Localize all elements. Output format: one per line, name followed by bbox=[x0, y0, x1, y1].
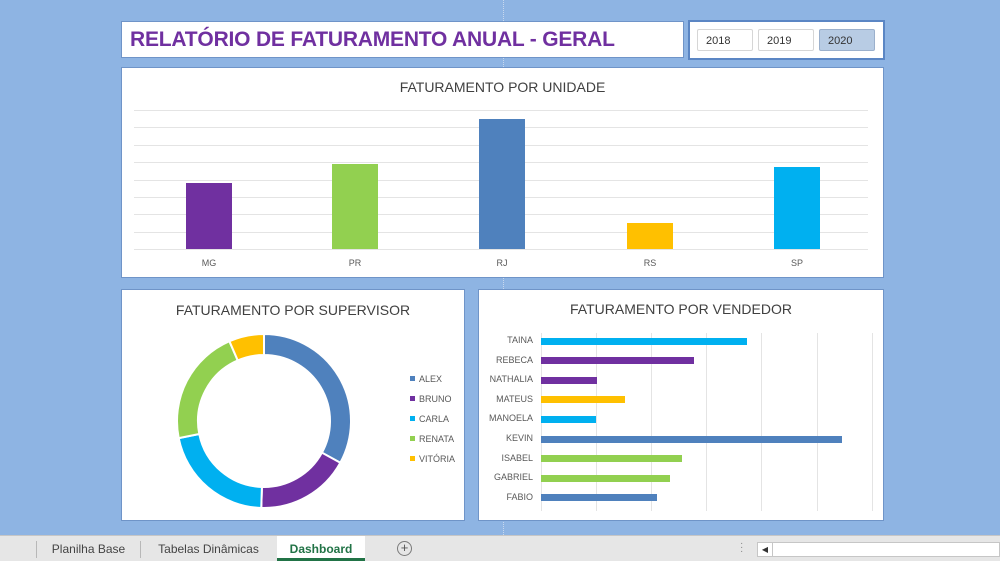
legend-swatch bbox=[410, 456, 415, 462]
donut-slice-bruno[interactable] bbox=[260, 451, 342, 509]
legend-label: BRUNO bbox=[419, 394, 452, 404]
bar-rj[interactable] bbox=[479, 118, 525, 249]
legend-label: VITÓRIA bbox=[419, 454, 456, 464]
y-axis-label: GABRIEL bbox=[493, 472, 533, 483]
gridline bbox=[596, 333, 598, 511]
bar-taina[interactable] bbox=[541, 337, 747, 345]
bar-fabio[interactable] bbox=[541, 494, 657, 502]
y-axis-label: NATHALIA bbox=[489, 374, 533, 385]
report-title-box: RELATÓRIO DE FATURAMENTO ANUAL - GERAL bbox=[121, 21, 684, 58]
bar-sp[interactable] bbox=[774, 167, 820, 249]
sheet-tab-dashboard[interactable]: Dashboard bbox=[277, 536, 365, 561]
y-axis-label: FABIO bbox=[506, 491, 533, 502]
x-axis-label: MG bbox=[201, 258, 217, 268]
y-axis-label: REBECA bbox=[495, 354, 533, 365]
bar-pr[interactable] bbox=[332, 163, 378, 249]
y-axis-label: MATEUS bbox=[496, 393, 533, 404]
unit-chart-title: FATURAMENTO POR UNIDADE bbox=[399, 79, 606, 95]
bar-rs[interactable] bbox=[627, 222, 673, 249]
horizontal-scrollbar[interactable]: ◀ bbox=[757, 542, 1000, 557]
legend-item-renata: RENATA bbox=[410, 434, 454, 444]
sheet-tab-bar: Planilha Base Tabelas Dinâmicas Dashboar… bbox=[0, 535, 1000, 561]
gridline bbox=[134, 249, 868, 250]
x-axis-label: RJ bbox=[496, 258, 508, 268]
y-axis-label: KEVIN bbox=[505, 433, 533, 443]
legend-label: RENATA bbox=[419, 434, 455, 444]
scroll-left-arrow-icon[interactable]: ◀ bbox=[758, 543, 773, 556]
sheet-tab-planilha-base[interactable]: Planilha Base bbox=[51, 542, 126, 556]
gridline bbox=[134, 110, 868, 111]
bar-kevin[interactable] bbox=[541, 435, 842, 443]
legend-swatch bbox=[410, 436, 415, 442]
bar-gabriel[interactable] bbox=[541, 474, 670, 482]
seller-bar-chart[interactable]: FATURAMENTO POR VENDEDOR TAINA REBECA NATH… bbox=[478, 289, 884, 521]
donut-slice-alex[interactable] bbox=[263, 332, 352, 465]
slicer-year-2019[interactable]: 2019 bbox=[758, 29, 814, 51]
slicer-year-2018[interactable]: 2018 bbox=[697, 29, 753, 51]
gridline bbox=[761, 333, 763, 511]
x-axis-label: SP bbox=[790, 258, 803, 268]
bar-isabel[interactable] bbox=[541, 455, 683, 463]
legend-item-carla: CARLA bbox=[410, 414, 449, 424]
legend-swatch bbox=[410, 396, 415, 402]
gridline bbox=[816, 333, 818, 511]
year-slicer: 2018 2019 2020 bbox=[688, 20, 885, 60]
slicer-year-2020[interactable]: 2020 bbox=[819, 29, 875, 51]
x-axis-label: PR bbox=[348, 258, 362, 268]
unit-bar-chart[interactable]: FATURAMENTO POR UNIDADE MG PR RJ RS SP bbox=[121, 67, 884, 278]
bar-nathalia[interactable] bbox=[541, 376, 598, 384]
tab-separator bbox=[140, 541, 141, 558]
legend-item-bruno: BRUNO bbox=[410, 394, 452, 404]
sheet-tab-tabelas-dinamicas[interactable]: Tabelas Dinâmicas bbox=[158, 542, 259, 556]
bar-mg[interactable] bbox=[186, 182, 232, 249]
resize-handle-icon[interactable]: · · · bbox=[740, 538, 744, 557]
y-axis-label: MANOELA bbox=[488, 413, 533, 424]
legend-item-alex: ALEX bbox=[410, 374, 442, 384]
gridline bbox=[706, 333, 708, 511]
seller-chart-title: FATURAMENTO POR VENDEDOR bbox=[570, 301, 792, 317]
report-title: RELATÓRIO DE FATURAMENTO ANUAL - GERAL bbox=[130, 28, 615, 51]
legend-swatch bbox=[410, 376, 415, 382]
tab-separator bbox=[36, 541, 37, 558]
legend-label: ALEX bbox=[419, 374, 443, 384]
legend-label: CARLA bbox=[419, 414, 450, 424]
donut-slice-carla[interactable] bbox=[177, 432, 263, 509]
donut-graphic bbox=[176, 332, 352, 509]
y-axis-label: ISABEL bbox=[501, 452, 533, 463]
supervisor-donut-chart[interactable]: FATURAMENTO POR SUPERVISOR ALEX BRUNO CARL… bbox=[121, 289, 465, 521]
gridline bbox=[871, 333, 873, 511]
donut-slice-renata[interactable] bbox=[176, 339, 240, 440]
supervisor-chart-title: FATURAMENTO POR SUPERVISOR bbox=[175, 302, 411, 318]
x-axis-label: RS bbox=[643, 258, 657, 268]
bar-rebeca[interactable] bbox=[541, 357, 694, 365]
bar-manoela[interactable] bbox=[541, 415, 597, 423]
add-sheet-icon[interactable]: + bbox=[397, 541, 412, 556]
legend-item-vitória: VITÓRIA bbox=[410, 454, 455, 464]
gridline bbox=[651, 333, 653, 511]
y-axis-label: TAINA bbox=[507, 335, 533, 345]
donut-slice-vitória[interactable] bbox=[228, 332, 265, 362]
bar-mateus[interactable] bbox=[541, 396, 626, 404]
legend-swatch bbox=[410, 416, 415, 422]
